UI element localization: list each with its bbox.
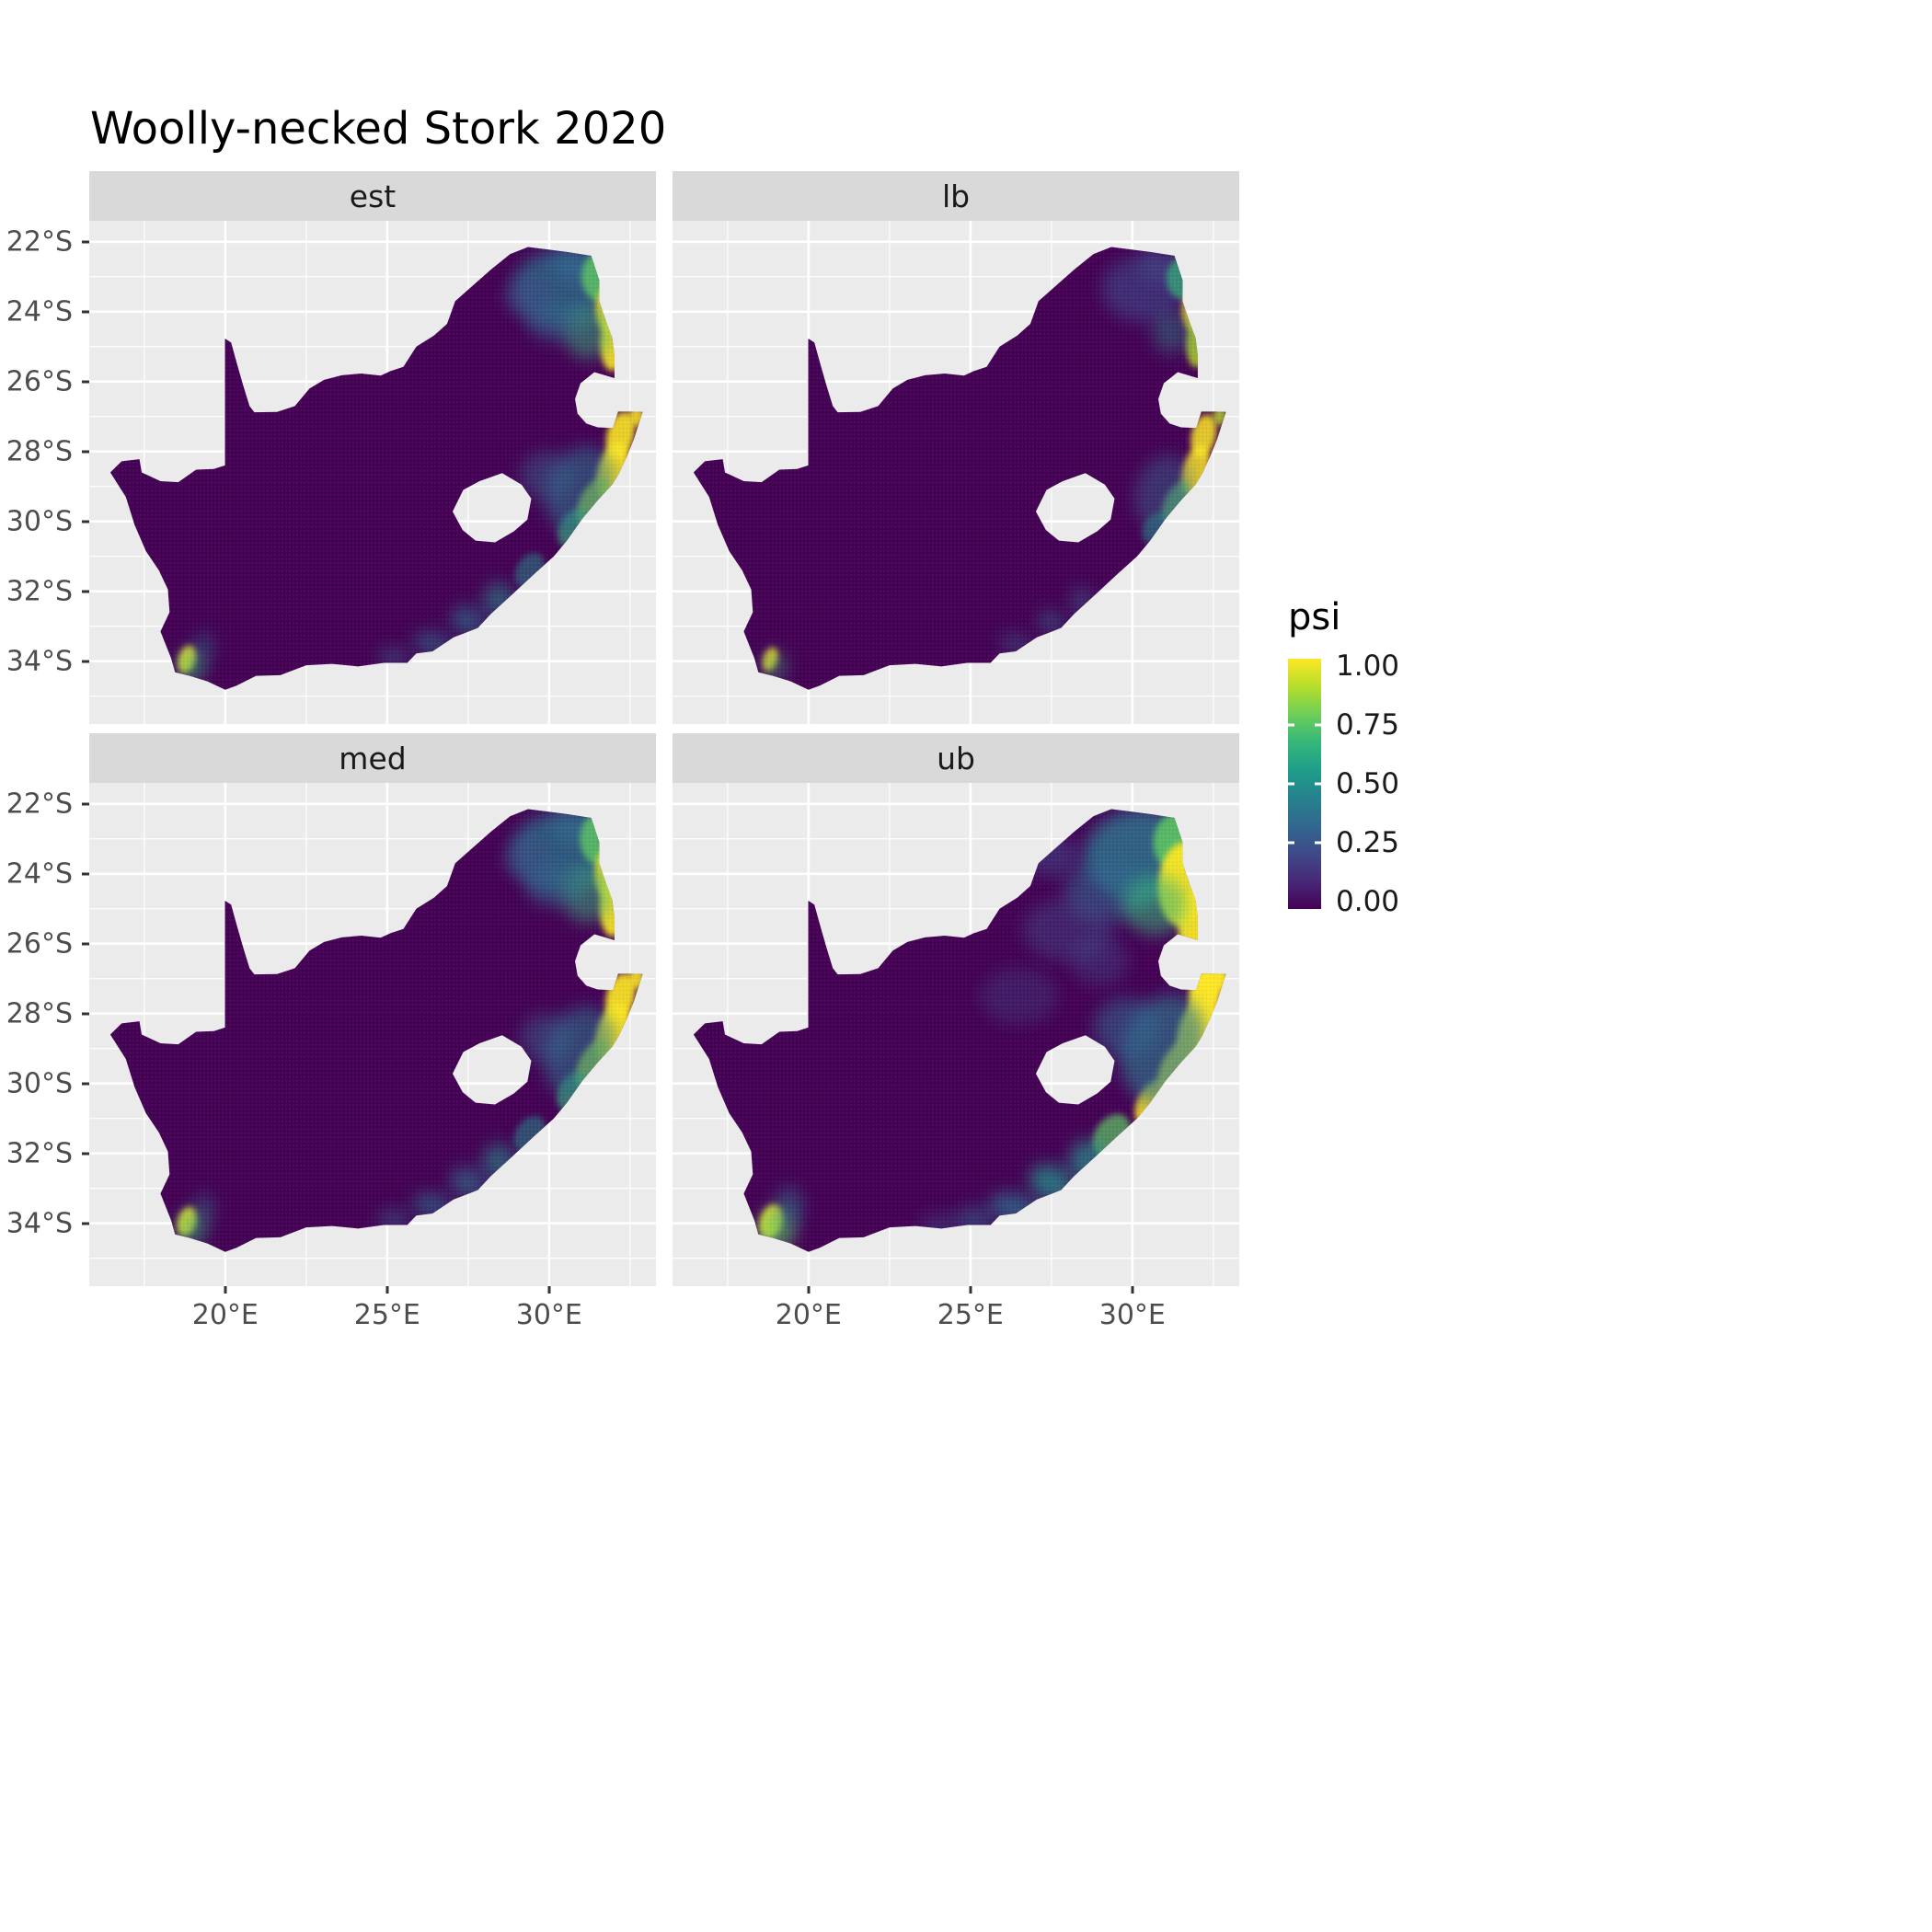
y-axis-tick-label: 26°S: [6, 365, 73, 398]
raster-texture: [693, 809, 1226, 1252]
y-axis-tick-label: 30°S: [6, 505, 73, 538]
y-axis-tick-mark: [82, 380, 89, 384]
y-axis-tick-mark: [82, 1152, 89, 1156]
x-axis-tick-label: 20°E: [775, 1299, 842, 1331]
y-axis-tick-mark: [82, 942, 89, 946]
legend-tick-label: 0.25: [1336, 826, 1400, 859]
legend: psi 1.00 0.75 0.50 0.25 0.00: [1288, 596, 1481, 918]
x-axis-tick-label: 25°E: [937, 1299, 1004, 1331]
facet-panel-med: [89, 783, 656, 1286]
facet-strip-label: est: [349, 178, 397, 214]
y-axis-tick-label: 34°S: [6, 645, 73, 678]
legend-colorbar-tick: [1288, 723, 1294, 727]
y-axis-tick-mark: [82, 660, 89, 663]
x-axis-tick-mark: [385, 1286, 389, 1294]
facet-panel-est: [89, 221, 656, 724]
y-axis-tick-label: 22°S: [6, 225, 73, 259]
facet-strip-label: lb: [941, 178, 971, 214]
facet-map-est: [89, 221, 656, 724]
x-axis-left-column: 20°E 25°E 30°E: [89, 1286, 656, 1341]
y-axis-top-row: 22°S 24°S 26°S 28°S 30°S 32°S 34°S: [0, 221, 89, 724]
y-axis-tick-mark: [82, 310, 89, 314]
x-axis-tick-mark: [547, 1286, 551, 1294]
facet-strip-label: ub: [937, 740, 975, 776]
facet-strip-est: est: [89, 171, 656, 221]
x-axis-tick-label: 30°E: [1098, 1299, 1166, 1331]
y-axis-tick-mark: [82, 240, 89, 244]
legend-title: psi: [1288, 596, 1341, 638]
raster-texture: [109, 809, 643, 1252]
y-axis-tick-label: 32°S: [6, 1137, 73, 1170]
y-axis-tick-label: 22°S: [6, 788, 73, 821]
legend-tick-label: 0.50: [1336, 767, 1400, 800]
facet-strip-lb: lb: [673, 171, 1239, 221]
legend-colorbar-tick: [1315, 782, 1321, 786]
facet-map-med: [89, 783, 656, 1286]
y-axis-tick-label: 30°S: [6, 1067, 73, 1100]
x-axis-tick-mark: [1131, 1286, 1134, 1294]
y-axis-tick-mark: [82, 802, 89, 806]
x-axis-tick-mark: [969, 1286, 972, 1294]
x-axis-tick-mark: [807, 1286, 811, 1294]
legend-colorbar-wrap: 1.00 0.75 0.50 0.25 0.00: [1288, 650, 1481, 918]
facet-strip-ub: ub: [673, 733, 1239, 783]
legend-tick-label: 0.00: [1336, 885, 1400, 918]
legend-colorbar-tick: [1288, 841, 1294, 845]
map-group: [109, 809, 643, 1252]
y-axis-tick-mark: [82, 1012, 89, 1016]
raster-texture: [109, 247, 643, 690]
map-group: [109, 247, 643, 690]
y-axis-tick-mark: [82, 1082, 89, 1086]
facet-med: med: [89, 733, 656, 1286]
y-axis-tick-label: 24°S: [6, 295, 73, 328]
y-axis-tick-mark: [82, 1222, 89, 1225]
y-axis-tick-label: 34°S: [6, 1207, 73, 1240]
y-axis-tick-label: 24°S: [6, 857, 73, 891]
facet-lb: lb: [673, 171, 1239, 724]
y-axis-bottom-row: 22°S 24°S 26°S 28°S 30°S 32°S 34°S: [0, 783, 89, 1286]
y-axis-tick-mark: [82, 520, 89, 523]
y-axis-tick-mark: [82, 450, 89, 454]
map-group: [693, 809, 1226, 1252]
facet-strip-med: med: [89, 733, 656, 783]
legend-colorbar-tick: [1288, 782, 1294, 786]
x-axis-tick-label: 30°E: [515, 1299, 582, 1331]
x-axis-tick-label: 25°E: [353, 1299, 420, 1331]
facet-est: est: [89, 171, 656, 724]
plot-title: Woolly-necked Stork 2020: [90, 103, 667, 155]
y-axis-tick-label: 32°S: [6, 575, 73, 608]
facet-map-ub: [673, 783, 1239, 1286]
raster-texture: [693, 247, 1226, 690]
facet-strip-label: med: [339, 740, 407, 776]
x-axis-tick-label: 20°E: [191, 1299, 259, 1331]
facet-panel-ub: [673, 783, 1239, 1286]
legend-tick-label: 0.75: [1336, 708, 1400, 742]
y-axis-tick-mark: [82, 590, 89, 593]
legend-tick-label: 1.00: [1336, 650, 1400, 683]
y-axis-tick-mark: [82, 872, 89, 876]
y-axis-tick-label: 26°S: [6, 927, 73, 960]
facet-ub: ub: [673, 733, 1239, 1286]
facet-panel-lb: [673, 221, 1239, 724]
facet-map-lb: [673, 221, 1239, 724]
legend-colorbar-tick: [1315, 723, 1321, 727]
legend-colorbar-tick: [1315, 841, 1321, 845]
y-axis-tick-label: 28°S: [6, 997, 73, 1030]
y-axis-tick-label: 28°S: [6, 435, 73, 468]
map-group: [693, 247, 1226, 690]
x-axis-right-column: 20°E 25°E 30°E: [673, 1286, 1239, 1341]
x-axis-tick-mark: [224, 1286, 227, 1294]
